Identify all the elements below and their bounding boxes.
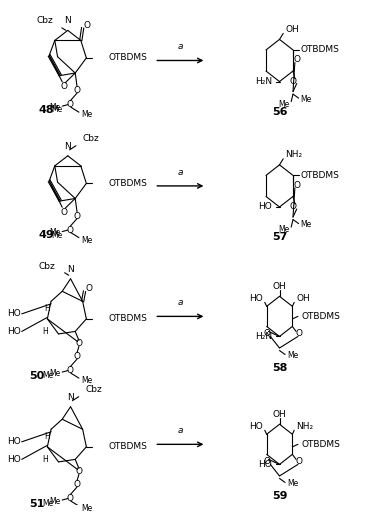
Text: NH₂: NH₂	[296, 422, 313, 431]
Text: HO: HO	[249, 422, 263, 431]
Text: Me: Me	[49, 228, 60, 237]
Text: OH: OH	[273, 410, 287, 419]
Text: HO: HO	[249, 295, 263, 303]
Text: NH₂: NH₂	[285, 150, 302, 159]
Text: H₂N: H₂N	[255, 332, 272, 341]
Text: O: O	[61, 208, 67, 217]
Text: a: a	[178, 42, 183, 52]
Text: O: O	[84, 21, 90, 30]
Text: O: O	[86, 284, 92, 293]
Text: O: O	[66, 226, 73, 234]
Text: O: O	[66, 366, 73, 375]
Text: O: O	[75, 468, 83, 476]
Text: O: O	[74, 212, 81, 220]
Text: Me: Me	[49, 102, 60, 112]
Text: HO: HO	[258, 202, 272, 212]
Text: O: O	[74, 480, 81, 489]
Text: Me: Me	[278, 225, 289, 234]
Text: HO: HO	[8, 437, 21, 447]
Text: 58: 58	[272, 363, 287, 373]
Text: OTBDMS: OTBDMS	[109, 54, 147, 62]
Text: HO: HO	[8, 327, 21, 336]
Text: O: O	[293, 56, 300, 64]
Text: OTBDMS: OTBDMS	[300, 171, 339, 180]
Text: N: N	[67, 265, 74, 274]
Text: Me: Me	[81, 504, 92, 513]
Text: HO: HO	[258, 460, 272, 469]
Text: O: O	[74, 352, 81, 361]
Text: O: O	[264, 330, 271, 338]
Text: O: O	[61, 82, 67, 91]
Text: Me: Me	[49, 369, 60, 377]
Text: OH: OH	[285, 25, 299, 34]
Text: O: O	[290, 77, 297, 85]
Text: Me: Me	[51, 105, 62, 114]
Text: Me: Me	[300, 95, 312, 104]
Text: Me: Me	[287, 351, 298, 360]
Text: 48: 48	[38, 105, 54, 115]
Text: O: O	[295, 330, 302, 338]
Text: Cbz: Cbz	[86, 385, 102, 394]
Text: O: O	[290, 202, 297, 211]
Text: OTBDMS: OTBDMS	[302, 312, 340, 321]
Text: OTBDMS: OTBDMS	[109, 179, 147, 188]
Text: Cbz: Cbz	[83, 134, 100, 143]
Text: Me: Me	[51, 231, 62, 239]
Text: Me: Me	[49, 496, 60, 506]
Text: OTBDMS: OTBDMS	[300, 45, 339, 55]
Text: Me: Me	[42, 371, 53, 380]
Text: HO: HO	[8, 455, 21, 464]
Text: Me: Me	[81, 376, 92, 385]
Text: O: O	[74, 86, 81, 95]
Text: OTBDMS: OTBDMS	[109, 442, 147, 451]
Text: Me: Me	[81, 110, 92, 119]
Text: 57: 57	[272, 232, 287, 242]
Text: OH: OH	[296, 295, 310, 303]
Text: 51: 51	[29, 499, 44, 508]
Text: Cbz: Cbz	[39, 262, 56, 271]
Text: O: O	[66, 100, 73, 109]
Text: a: a	[178, 298, 183, 307]
Text: a: a	[178, 426, 183, 435]
Text: 59: 59	[272, 491, 287, 501]
Text: N: N	[64, 142, 71, 151]
Text: OTBDMS: OTBDMS	[302, 440, 340, 449]
Text: OH: OH	[273, 282, 287, 291]
Text: Me: Me	[81, 236, 92, 245]
Text: 49: 49	[38, 230, 54, 240]
Text: O: O	[293, 181, 300, 190]
Text: O: O	[295, 457, 302, 467]
Text: H: H	[44, 432, 50, 441]
Text: HO: HO	[8, 310, 21, 318]
Text: OTBDMS: OTBDMS	[109, 314, 147, 323]
Text: N: N	[67, 392, 74, 402]
Text: H: H	[43, 455, 48, 464]
Text: Me: Me	[42, 499, 53, 508]
Text: Me: Me	[300, 220, 312, 229]
Text: H: H	[43, 327, 48, 336]
Text: O: O	[264, 457, 271, 467]
Text: Me: Me	[287, 479, 298, 488]
Text: a: a	[178, 168, 183, 177]
Text: N: N	[64, 16, 71, 25]
Text: H: H	[44, 304, 50, 313]
Text: Cbz: Cbz	[36, 16, 53, 25]
Text: H₂N: H₂N	[255, 77, 272, 86]
Text: 50: 50	[29, 371, 44, 381]
Text: O: O	[75, 339, 83, 349]
Text: O: O	[66, 494, 73, 503]
Text: Me: Me	[278, 99, 289, 109]
Text: 56: 56	[272, 107, 287, 117]
